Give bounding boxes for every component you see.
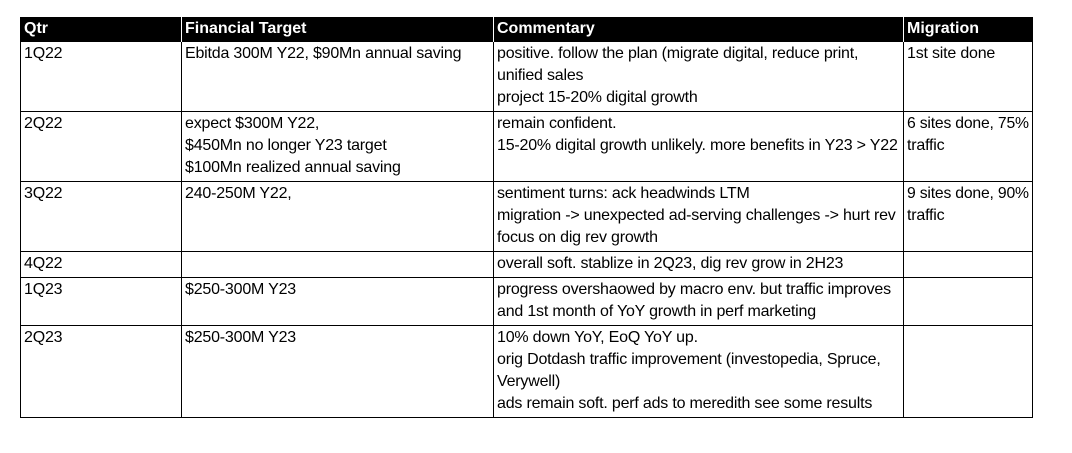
cell-migration[interactable]: 1st site done [903,41,1033,112]
table-row: 4Q22 overall soft. stablize in 2Q23, dig… [20,251,1033,278]
cell-commentary[interactable]: sentiment turns: ack headwinds LTM migra… [493,181,904,252]
cell-migration[interactable]: 9 sites done, 90% traffic [903,181,1033,252]
cell-text: $250-300M Y23 [185,281,296,298]
cell-commentary[interactable]: overall soft. stablize in 2Q23, dig rev … [493,251,904,278]
cell-text: 2Q23 [24,329,63,346]
cell-migration[interactable] [903,325,1033,418]
table-row: 1Q22 Ebitda 300M Y22, $90Mn annual savin… [20,41,1033,112]
cell-text: 15-20% digital growth unlikely. more ben… [497,137,898,154]
cell-text: orig Dotdash traffic improvement (invest… [497,351,881,368]
cell-target[interactable]: Ebitda 300M Y22, $90Mn annual saving [181,41,494,112]
table-row: 3Q22 240-250M Y22, sentiment turns: ack … [20,181,1033,252]
cell-text: overall soft. stablize in 2Q23, dig rev … [497,255,844,272]
cell-text: project 15-20% digital growth [497,89,698,106]
cell-target[interactable]: $250-300M Y23 [181,325,494,418]
cell-commentary[interactable]: positive. follow the plan (migrate digit… [493,41,904,112]
spreadsheet: Qtr Financial Target Commentary Migratio… [20,17,1033,418]
cell-text: 9 sites done, 90% [907,185,1029,202]
cell-text: Verywell) [497,373,561,390]
cell-text: ads remain soft. perf ads to meredith se… [497,395,873,412]
header-migration[interactable]: Migration [903,17,1033,42]
cell-text: and 1st month of YoY growth in perf mark… [497,303,816,320]
cell-qtr[interactable]: 1Q22 [20,41,182,112]
header-financial-target[interactable]: Financial Target [181,17,494,42]
cell-text: Ebitda 300M Y22, $90Mn annual saving [185,45,462,62]
table-row: 2Q23 $250-300M Y23 10% down YoY, EoQ YoY… [20,325,1033,418]
cell-text: positive. follow the plan (migrate digit… [497,45,859,62]
cell-qtr[interactable]: 4Q22 [20,251,182,278]
table-row: 1Q23 $250-300M Y23 progress overshaowed … [20,277,1033,326]
cell-commentary[interactable]: remain confident. 15-20% digital growth … [493,111,904,182]
cell-migration[interactable]: 6 sites done, 75% traffic [903,111,1033,182]
cell-qtr[interactable]: 3Q22 [20,181,182,252]
cell-text: $250-300M Y23 [185,329,296,346]
cell-text: 3Q22 [24,185,63,202]
table-row: 2Q22 expect $300M Y22, $450Mn no longer … [20,111,1033,182]
cell-text: focus on dig rev growth [497,229,658,246]
header-row: Qtr Financial Target Commentary Migratio… [20,17,1033,42]
cell-qtr[interactable]: 1Q23 [20,277,182,326]
cell-text: 6 sites done, 75% [907,115,1029,132]
cell-text: $450Mn no longer Y23 target [185,137,387,154]
cell-text: progress overshaowed by macro env. but t… [497,281,891,298]
cell-commentary[interactable]: progress overshaowed by macro env. but t… [493,277,904,326]
cell-text: 240-250M Y22, [185,185,292,202]
cell-text: traffic [907,207,945,224]
cell-text: expect $300M Y22, [185,115,320,132]
cell-qtr[interactable]: 2Q23 [20,325,182,418]
cell-text: 4Q22 [24,255,63,272]
header-commentary[interactable]: Commentary [493,17,904,42]
cell-commentary[interactable]: 10% down YoY, EoQ YoY up. orig Dotdash t… [493,325,904,418]
cell-target[interactable]: expect $300M Y22, $450Mn no longer Y23 t… [181,111,494,182]
cell-text: sentiment turns: ack headwinds LTM [497,185,750,202]
cell-text: 10% down YoY, EoQ YoY up. [497,329,698,346]
cell-target[interactable]: 240-250M Y22, [181,181,494,252]
cell-qtr[interactable]: 2Q22 [20,111,182,182]
cell-text: 2Q22 [24,115,63,132]
cell-text: $100Mn realized annual saving [185,159,401,176]
cell-text: migration -> unexpected ad-serving chall… [497,207,896,224]
header-qtr[interactable]: Qtr [20,17,182,42]
cell-text: unified sales [497,67,584,84]
cell-migration[interactable] [903,251,1033,278]
cell-migration[interactable] [903,277,1033,326]
cell-text: traffic [907,137,945,154]
cell-text: 1st site done [907,45,996,62]
quarterly-table: Qtr Financial Target Commentary Migratio… [20,17,1033,418]
cell-target[interactable]: $250-300M Y23 [181,277,494,326]
cell-text: 1Q23 [24,281,63,298]
cell-text: 1Q22 [24,45,63,62]
cell-text: remain confident. [497,115,617,132]
cell-target[interactable] [181,251,494,278]
